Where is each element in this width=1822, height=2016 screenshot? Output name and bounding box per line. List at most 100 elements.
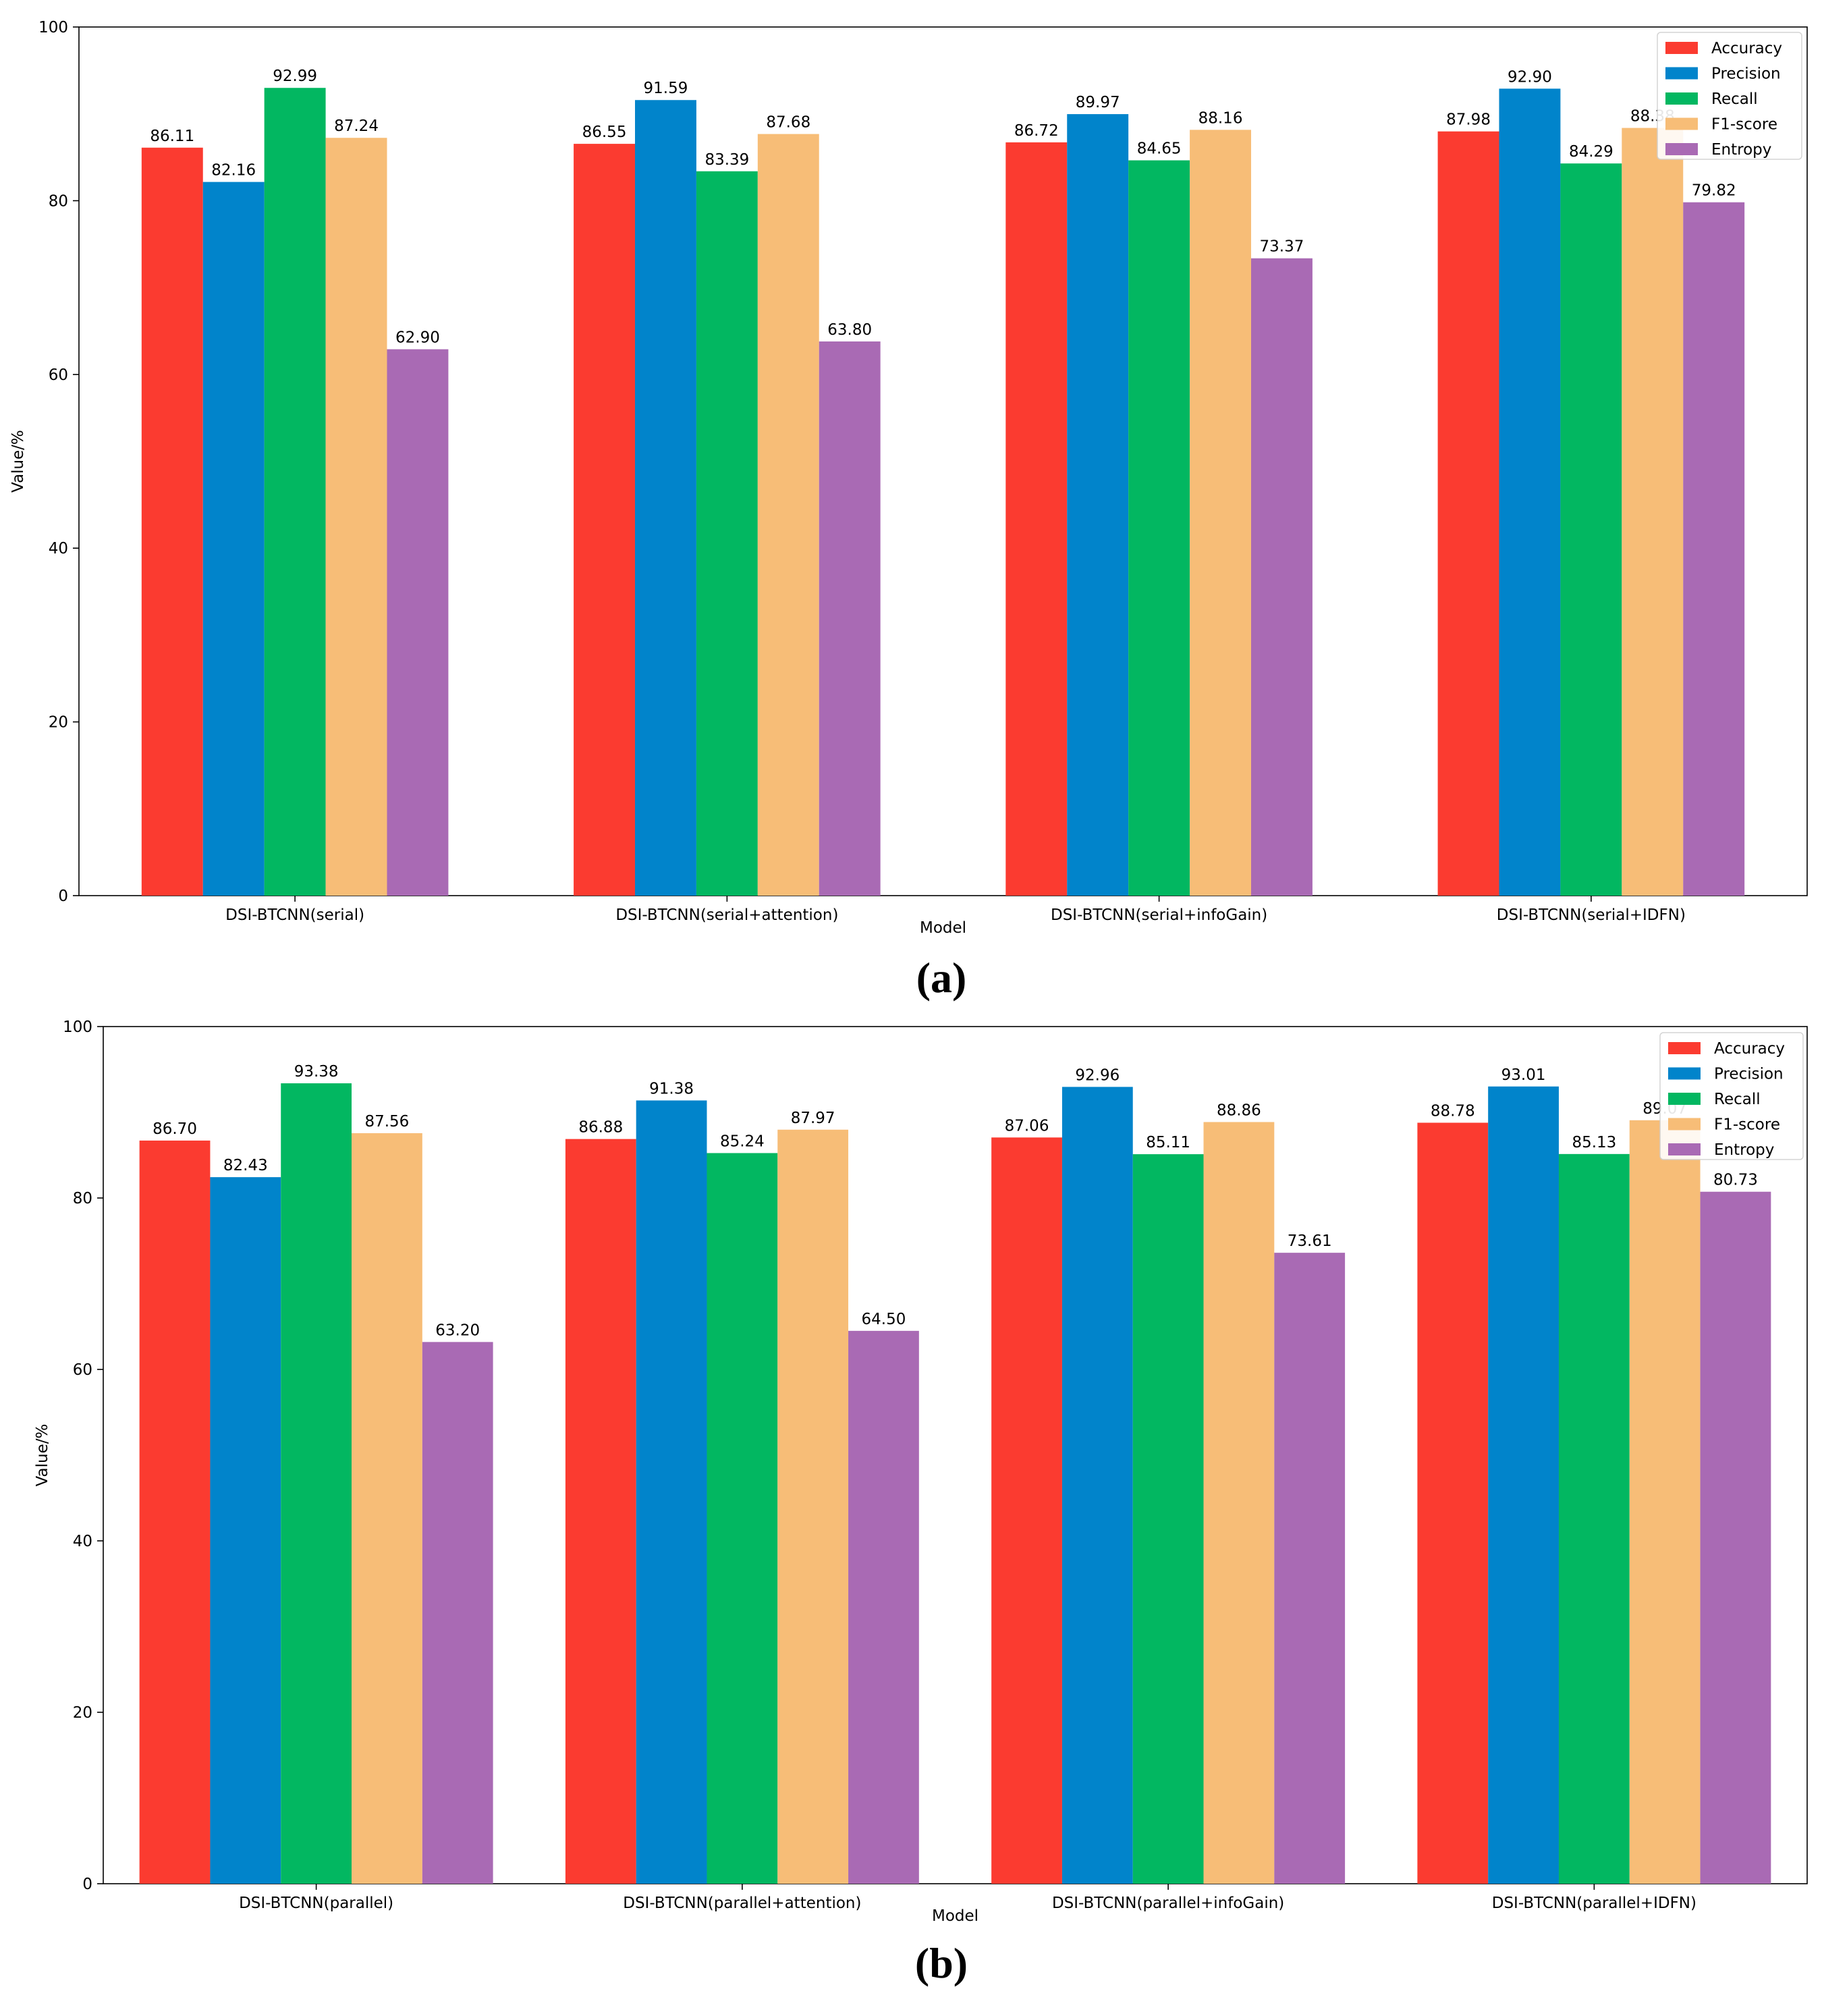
y-tick-label: 60 — [49, 366, 68, 384]
y-tick-label: 80 — [49, 192, 68, 210]
data-label: 82.43 — [223, 1157, 268, 1174]
data-label: 82.16 — [211, 162, 256, 180]
y-tick-label: 20 — [49, 714, 68, 732]
category-label: DSI-BTCNN(serial+infoGain) — [1051, 906, 1267, 924]
legend: Accuracy Precision Recall F1-score Entropy — [1657, 32, 1802, 160]
y-tick-label: 100 — [63, 1018, 92, 1036]
data-label: 87.24 — [334, 117, 379, 135]
bar-recall — [1558, 1153, 1630, 1884]
data-label: 84.65 — [1137, 140, 1182, 158]
data-label: 83.39 — [705, 151, 749, 169]
bar-entropy — [848, 1330, 919, 1884]
bar-entropy — [422, 1342, 493, 1884]
panel-label: (a) — [916, 954, 967, 1002]
data-label: 87.68 — [766, 114, 810, 132]
data-label: 87.06 — [1005, 1117, 1049, 1135]
data-label: 86.55 — [582, 124, 627, 141]
legend-swatch — [1665, 92, 1698, 105]
legend-entry: F1-score — [1711, 116, 1777, 134]
bar-f1-score — [777, 1129, 849, 1884]
bar-f1-score — [1622, 128, 1684, 896]
bar-entropy — [387, 349, 449, 896]
category-label: DSI-BTCNN(parallel+IDFN) — [1492, 1895, 1696, 1912]
data-label: 73.61 — [1288, 1232, 1332, 1250]
data-label: 89.97 — [1076, 94, 1120, 111]
data-label: 91.38 — [649, 1080, 694, 1097]
data-label: 92.99 — [273, 67, 317, 85]
bar-recall — [1128, 160, 1190, 896]
bar-precision — [1499, 88, 1561, 896]
bar-accuracy — [565, 1139, 636, 1884]
y-tick-label: 0 — [82, 1876, 92, 1893]
legend-entry: Accuracy — [1711, 40, 1782, 57]
bar-precision — [202, 182, 265, 896]
bar-recall — [1132, 1154, 1204, 1884]
data-label: 92.90 — [1508, 68, 1552, 86]
legend-entry: Precision — [1714, 1066, 1784, 1083]
data-label: 86.88 — [578, 1119, 623, 1137]
category-label: DSI-BTCNN(serial+attention) — [615, 906, 838, 924]
legend-entry: Entropy — [1711, 141, 1771, 159]
legend-entry: Entropy — [1714, 1141, 1774, 1159]
category-label: DSI-BTCNN(serial) — [225, 906, 364, 924]
plot-frame — [103, 1026, 1808, 1884]
x-axis-label: Model — [932, 1907, 978, 1925]
legend-entry: Recall — [1711, 90, 1758, 108]
y-tick-label: 40 — [49, 540, 68, 557]
bar-recall — [707, 1153, 778, 1884]
data-label: 85.13 — [1572, 1134, 1616, 1151]
bar-accuracy — [574, 144, 636, 896]
legend-swatch — [1665, 117, 1698, 130]
category-label: DSI-BTCNN(parallel) — [239, 1895, 393, 1912]
bar-f1-score — [1629, 1120, 1701, 1884]
data-label: 62.90 — [395, 329, 440, 346]
data-label: 86.72 — [1014, 122, 1059, 140]
data-label: 92.96 — [1075, 1066, 1120, 1084]
bar-precision — [1488, 1086, 1559, 1884]
bar-recall — [264, 88, 326, 896]
chart-panel-a: 0 20 40 60 80 100 DSI-BTCNN(serial) 86.11 82.16 9… — [9, 19, 1808, 1002]
y-tick-label: 20 — [73, 1704, 92, 1722]
bar-accuracy — [1005, 142, 1068, 896]
bar-entropy — [1683, 202, 1745, 896]
y-axis-label: Value/% — [34, 1424, 51, 1487]
data-label: 85.24 — [720, 1133, 765, 1150]
y-axis-label: Value/% — [9, 430, 27, 493]
data-label: 73.37 — [1260, 238, 1304, 256]
data-label: 79.82 — [1692, 182, 1736, 200]
legend-swatch — [1668, 1093, 1701, 1105]
legend: Accuracy Precision Recall F1-score Entropy — [1659, 1032, 1804, 1160]
y-tick-label: 80 — [73, 1190, 92, 1207]
data-label: 86.70 — [153, 1120, 197, 1138]
bar-precision — [1061, 1087, 1133, 1884]
bar-entropy — [1274, 1253, 1346, 1884]
data-label: 84.29 — [1569, 143, 1613, 161]
legend-swatch — [1668, 1143, 1701, 1155]
data-label: 91.59 — [644, 80, 688, 97]
bar-accuracy — [141, 147, 203, 896]
bar-entropy — [819, 341, 881, 896]
bar-entropy — [1700, 1191, 1771, 1884]
category-label: DSI-BTCNN(serial+IDFN) — [1497, 906, 1686, 924]
data-label: 64.50 — [862, 1311, 906, 1328]
legend-swatch — [1668, 1118, 1701, 1130]
bar-accuracy — [1417, 1122, 1489, 1884]
legend-swatch — [1665, 143, 1698, 155]
data-label: 87.56 — [364, 1113, 409, 1130]
data-label: 86.11 — [150, 128, 194, 145]
bar-f1-score — [1190, 130, 1251, 896]
bar-precision — [635, 100, 696, 896]
bar-f1-score — [757, 134, 819, 896]
category-label: DSI-BTCNN(parallel+attention) — [623, 1895, 861, 1912]
data-label: 85.11 — [1146, 1134, 1190, 1151]
data-label: 63.20 — [435, 1322, 480, 1339]
legend-swatch — [1665, 42, 1698, 54]
category-label: DSI-BTCNN(parallel+infoGain) — [1052, 1895, 1284, 1912]
legend-entry: F1-score — [1714, 1116, 1780, 1134]
y-tick-label: 100 — [38, 19, 68, 36]
legend-swatch — [1668, 1042, 1701, 1054]
bar-recall — [1560, 163, 1622, 896]
bar-entropy — [1250, 258, 1313, 896]
bar-precision — [1067, 114, 1129, 896]
